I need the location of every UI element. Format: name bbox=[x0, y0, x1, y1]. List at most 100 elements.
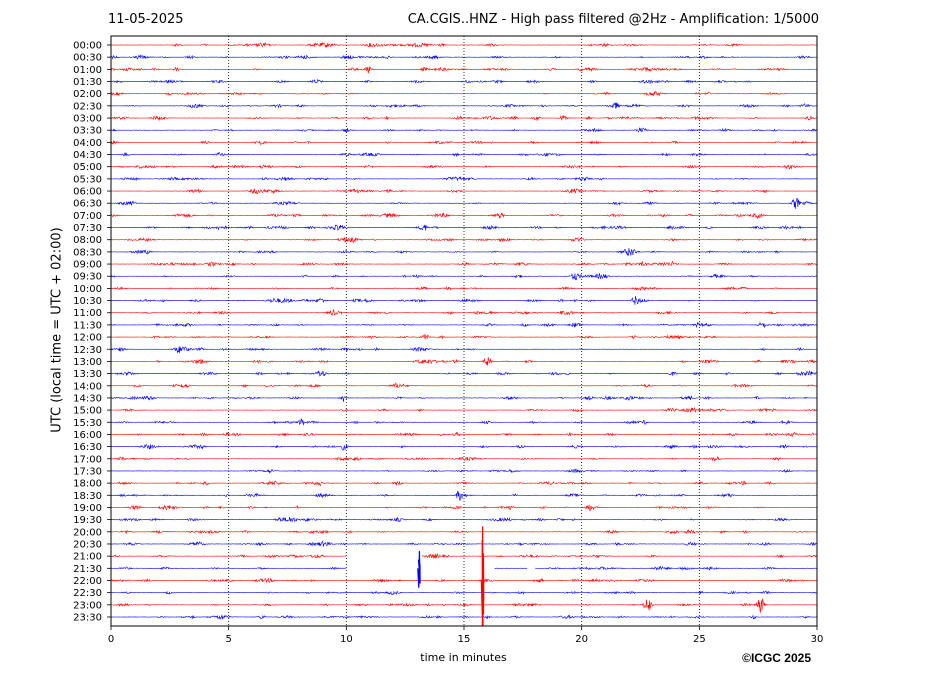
trace-row bbox=[111, 261, 817, 267]
y-tick-label: 22:30 bbox=[73, 588, 102, 599]
y-tick-label: 14:00 bbox=[73, 381, 102, 392]
y-tick-label: 19:00 bbox=[73, 503, 102, 514]
y-axis-label: UTC (local time = UTC + 02:00) bbox=[49, 227, 65, 433]
trace-row bbox=[111, 553, 817, 559]
y-tick-label: 10:30 bbox=[73, 296, 102, 307]
trace-row bbox=[111, 188, 817, 195]
trace-row bbox=[111, 566, 817, 571]
trace-row bbox=[111, 102, 817, 109]
y-tick-label: 17:30 bbox=[73, 466, 102, 477]
trace-row bbox=[111, 66, 817, 74]
y-tick-label: 13:30 bbox=[73, 369, 102, 380]
record-date: 11-05-2025 bbox=[108, 12, 184, 27]
x-tick-label: 20 bbox=[575, 634, 588, 645]
y-tick-label: 15:00 bbox=[73, 406, 102, 417]
y-tick-label: 18:00 bbox=[73, 479, 102, 490]
trace-row bbox=[111, 382, 817, 389]
trace-row bbox=[111, 490, 817, 502]
y-tick-label: 23:00 bbox=[73, 600, 102, 611]
trace-spike bbox=[480, 526, 485, 626]
y-tick-label: 04:30 bbox=[73, 150, 102, 161]
trace-row bbox=[111, 443, 817, 451]
y-tick-label: 20:00 bbox=[73, 527, 102, 538]
x-tick-label: 25 bbox=[693, 634, 706, 645]
y-tick-label: 23:30 bbox=[73, 612, 102, 623]
trace-row bbox=[111, 41, 817, 49]
trace-row bbox=[111, 54, 817, 60]
x-tick-label: 15 bbox=[458, 634, 471, 645]
y-tick-label: 20:30 bbox=[73, 539, 102, 550]
y-tick-label: 16:30 bbox=[73, 442, 102, 453]
trace-row bbox=[111, 406, 817, 413]
x-tick-label: 30 bbox=[811, 634, 824, 645]
y-tick-label: 02:00 bbox=[73, 89, 102, 100]
trace-row bbox=[111, 272, 817, 281]
copyright-notice: ©ICGC 2025 bbox=[742, 651, 811, 665]
y-tick-label: 01:00 bbox=[73, 65, 102, 76]
trace-row bbox=[111, 90, 817, 97]
trace-row bbox=[111, 370, 817, 377]
x-axis-label: time in minutes bbox=[0, 651, 927, 664]
trace-row bbox=[111, 212, 817, 220]
trace-row bbox=[111, 224, 817, 231]
trace-row bbox=[111, 590, 817, 596]
y-tick-label: 05:30 bbox=[73, 174, 102, 185]
chart-title: CA.CGIS..HNZ - High pass filtered @2Hz -… bbox=[407, 12, 819, 27]
y-tick-label: 12:00 bbox=[73, 333, 102, 344]
x-tick-label: 10 bbox=[340, 634, 353, 645]
y-tick-label: 11:00 bbox=[73, 308, 102, 319]
trace-row bbox=[111, 456, 817, 462]
trace-row bbox=[111, 529, 817, 535]
trace-row bbox=[111, 78, 817, 85]
trace-row bbox=[111, 333, 817, 340]
trace-row bbox=[111, 176, 817, 182]
trace-row bbox=[111, 598, 817, 613]
trace-row bbox=[111, 346, 817, 354]
trace-row bbox=[111, 286, 817, 292]
trace-row bbox=[111, 236, 817, 243]
y-tick-label: 18:30 bbox=[73, 491, 102, 502]
y-tick-label: 04:00 bbox=[73, 138, 102, 149]
trace-row bbox=[111, 309, 817, 316]
traces bbox=[111, 41, 817, 626]
trace-row bbox=[111, 295, 817, 305]
trace-row bbox=[111, 395, 817, 402]
trace-row bbox=[111, 431, 817, 438]
y-tick-label: 12:30 bbox=[73, 345, 102, 356]
y-tick-label: 07:00 bbox=[73, 211, 102, 222]
y-tick-label: 03:30 bbox=[73, 126, 102, 137]
y-tick-label: 21:30 bbox=[73, 564, 102, 575]
y-tick-label: 08:00 bbox=[73, 235, 102, 246]
trace-row bbox=[111, 468, 817, 474]
trace-row bbox=[111, 248, 817, 257]
y-tick-label: 08:30 bbox=[73, 247, 102, 258]
trace-row bbox=[111, 151, 817, 158]
trace-row bbox=[111, 504, 817, 512]
x-axis-label-text: time in minutes bbox=[420, 651, 507, 664]
y-tick-label: 17:00 bbox=[73, 454, 102, 465]
y-tick-label: 00:30 bbox=[73, 53, 102, 64]
y-tick-label: 10:00 bbox=[73, 284, 102, 295]
trace-row bbox=[111, 540, 817, 547]
trace-row bbox=[111, 357, 817, 366]
trace-row bbox=[111, 418, 817, 426]
y-tick-label: 21:00 bbox=[73, 552, 102, 563]
y-tick-label: 00:00 bbox=[73, 41, 102, 52]
y-tick-label: 13:00 bbox=[73, 357, 102, 368]
trace-row bbox=[111, 197, 817, 209]
y-tick-label: 15:30 bbox=[73, 418, 102, 429]
y-tick-label: 03:00 bbox=[73, 114, 102, 125]
y-tick-label: 06:30 bbox=[73, 199, 102, 210]
y-tick-label: 06:00 bbox=[73, 187, 102, 198]
x-tick-label: 0 bbox=[108, 634, 114, 645]
y-tick-label: 02:30 bbox=[73, 101, 102, 112]
trace-row bbox=[111, 140, 817, 146]
trace-row bbox=[111, 127, 817, 133]
y-tick-label: 07:30 bbox=[73, 223, 102, 234]
y-tick-label: 22:00 bbox=[73, 576, 102, 587]
y-tick-label: 01:30 bbox=[73, 77, 102, 88]
y-tick-label: 05:00 bbox=[73, 162, 102, 173]
y-tick-label: 09:00 bbox=[73, 260, 102, 271]
y-tick-label: 19:30 bbox=[73, 515, 102, 526]
